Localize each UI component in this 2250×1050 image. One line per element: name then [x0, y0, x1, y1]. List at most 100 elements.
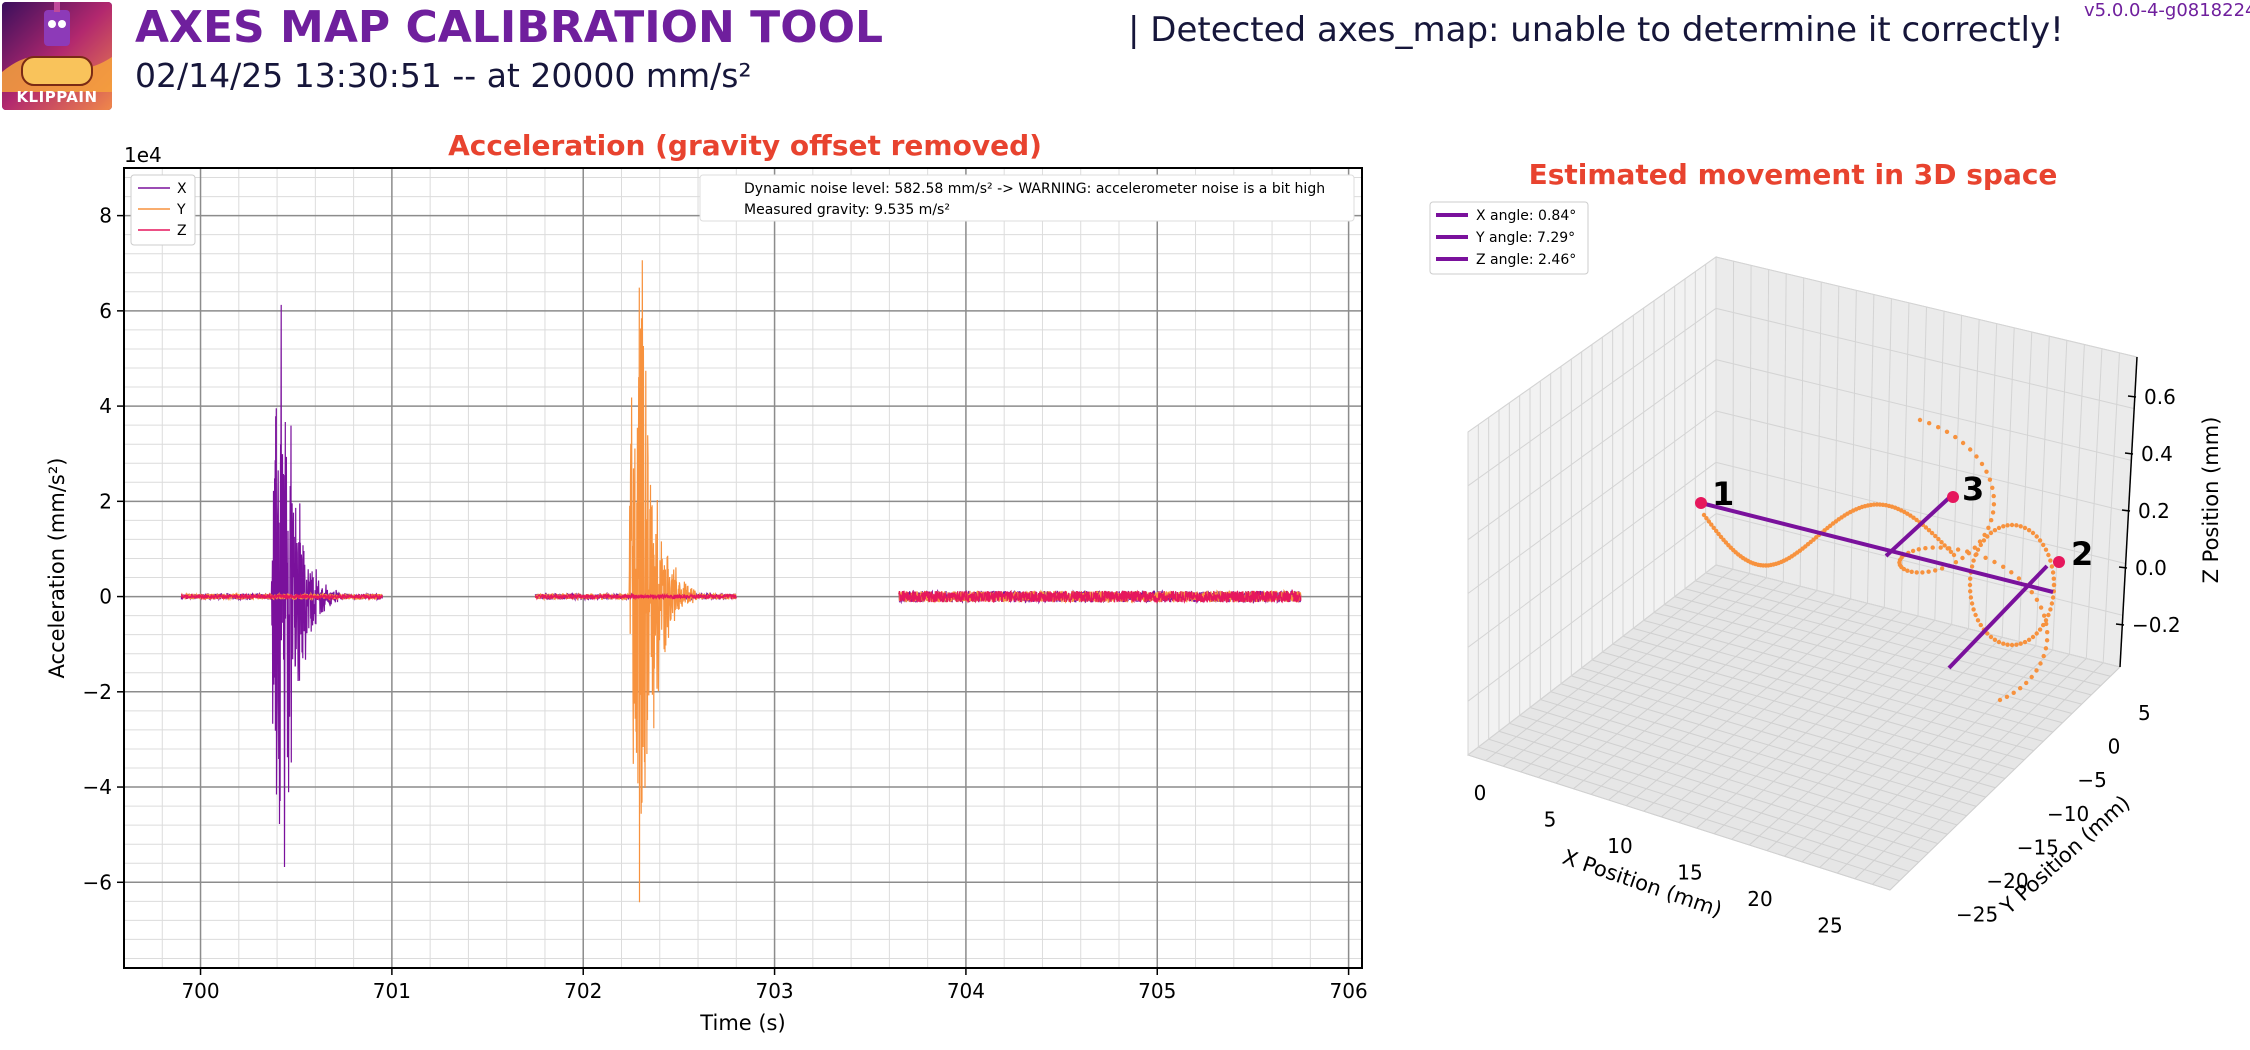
trajectory-dot: [2048, 558, 2053, 563]
point-1-marker: [1695, 497, 1707, 509]
trajectory-dot: [1927, 421, 1932, 426]
back-left-grid-line: [1467, 410, 1717, 594]
version-label: v5.0.0-4-g0818224: [2084, 0, 2250, 21]
x-tick-label: 706: [1330, 979, 1368, 1003]
trajectory-dot: [1955, 547, 1961, 552]
page-subtitle: 02/14/25 13:30:51 -- at 20000 mm/s²: [135, 56, 752, 95]
trajectory-dot: [1960, 440, 1966, 446]
trajectory-dot: [1984, 469, 1989, 474]
trajectory-dot: [2026, 528, 2032, 533]
back-left-grid-line: [1467, 307, 1717, 487]
y-tick-label: 6: [99, 299, 112, 323]
trajectory-dot: [1929, 530, 1935, 536]
trajectory-dot: [2050, 595, 2056, 600]
x-tick-label: 701: [373, 979, 411, 1003]
trajectory-dot: [1972, 545, 1978, 550]
y-position-tick-label: −15: [2017, 835, 2059, 859]
acceleration-chart-title: Acceleration (gravity offset removed): [448, 129, 1042, 162]
trajectory-dot: [2050, 570, 2056, 575]
trajectory-dot: [2043, 547, 2049, 552]
y-position-tick-label: −20: [1986, 869, 2028, 893]
trajectory-dot: [2016, 576, 2022, 581]
y-tick-label: −4: [83, 775, 112, 799]
z-tick-mark: [2115, 623, 2125, 626]
trajectory-dot: [2014, 523, 2019, 528]
acceleration-chart: Acceleration (gravity offset removed) 70…: [45, 129, 1368, 1035]
trajectory-dot: [1996, 525, 2002, 531]
trajectory-dot: [2043, 646, 2049, 651]
trajectory-dot: [2009, 522, 2015, 528]
trajectory-dot: [2005, 523, 2010, 528]
logo-graphic: [2, 2, 112, 110]
trajectory-dot: [1909, 569, 1914, 574]
trajectory-dot: [1930, 545, 1935, 550]
y-direction-line: [1947, 564, 2049, 670]
trajectory-dot: [1968, 576, 1973, 581]
trajectory-dot: [2051, 576, 2056, 581]
trajectory-dot: [1936, 536, 1941, 542]
trajectory-dot: [1908, 513, 1913, 518]
trajectory-dot: [1974, 454, 1979, 459]
trajectory-dot: [2034, 597, 2040, 602]
z-tick-mark: [2118, 566, 2128, 569]
acceleration-legend: X Y Z: [130, 174, 196, 246]
z-tick-mark: [2121, 509, 2131, 512]
floor-grid-line: [1836, 653, 2070, 874]
trajectory-dot: [1969, 564, 1975, 569]
y-tick-label: 4: [99, 394, 112, 418]
trajectory-dot: [1990, 485, 1995, 490]
trajectory-dot: [2018, 686, 2023, 691]
trajectory-dot: [1926, 528, 1932, 533]
trajectory-dot: [2038, 605, 2044, 610]
trajectory-dot: [2022, 639, 2028, 645]
trajectory-dot: [1983, 555, 1988, 560]
z-position-axis-label: Z Position (mm): [2199, 417, 2223, 584]
trajectory-dot: [2034, 534, 2039, 539]
trajectory-dot: [1968, 589, 1973, 594]
trajectory-dot: [1938, 545, 1943, 550]
floor-grid-line: [1695, 580, 2101, 687]
trajectory-dot: [2001, 564, 2006, 569]
trajectory-dot: [1987, 477, 1993, 482]
trajectory-dot: [1923, 525, 1929, 530]
acceleration-grid: [123, 168, 1362, 968]
trajectory-dot: [1917, 417, 1923, 423]
detected-axes-map: | Detected axes_map: unable to determine…: [1128, 10, 2064, 50]
trajectory-dot: [1986, 525, 1991, 530]
noise-annotation: Dynamic noise level: 582.58 mm/s² -> WAR…: [699, 174, 1355, 222]
trajectory-dot: [2041, 542, 2046, 548]
trajectory-dot: [1977, 539, 1983, 544]
trajectory-dot: [2037, 627, 2043, 632]
trajectory-dot: [2022, 525, 2028, 531]
point-1-label: 1: [1712, 475, 1734, 513]
trajectory-dot: [1975, 618, 1981, 623]
back-right-grid-line: [1715, 256, 2138, 358]
trajectory-dot: [2011, 690, 2016, 695]
legend-box: [130, 174, 196, 246]
floor-grid-line: [1854, 658, 2087, 880]
acceleration-plot-frame: [123, 167, 1363, 969]
x-position-tick-label: 15: [1677, 860, 1702, 884]
back-left-grid-line: [1467, 564, 1717, 756]
trajectory-dot: [1911, 515, 1916, 520]
trajectory-dot: [1704, 516, 1709, 521]
trajectory-dot: [2034, 668, 2039, 673]
trajectory-dot: [1939, 540, 1944, 545]
trajectory-dot: [2001, 524, 2006, 529]
x-tick-label: 705: [1138, 979, 1176, 1003]
floor-grid-line: [1872, 662, 2104, 885]
trajectory-dot: [1951, 552, 1957, 558]
trajectory-dot: [1933, 533, 1938, 539]
y-position-tick-label: −25: [1956, 903, 1998, 927]
angle-legend-box: [1429, 201, 1589, 275]
trajectory-dot: [2030, 530, 2036, 536]
trajectory-dot: [1992, 637, 1998, 642]
trajectory-dot: [2048, 607, 2053, 612]
trajectory-dot: [1978, 622, 1984, 628]
trajectory-dot: [1714, 528, 1719, 534]
annotation-box: [699, 174, 1355, 222]
y-tick-label: 0: [99, 585, 112, 609]
x-tick-label: 700: [181, 979, 219, 1003]
x-tick-label: 702: [564, 979, 602, 1003]
trajectory-dot: [1991, 493, 1996, 499]
